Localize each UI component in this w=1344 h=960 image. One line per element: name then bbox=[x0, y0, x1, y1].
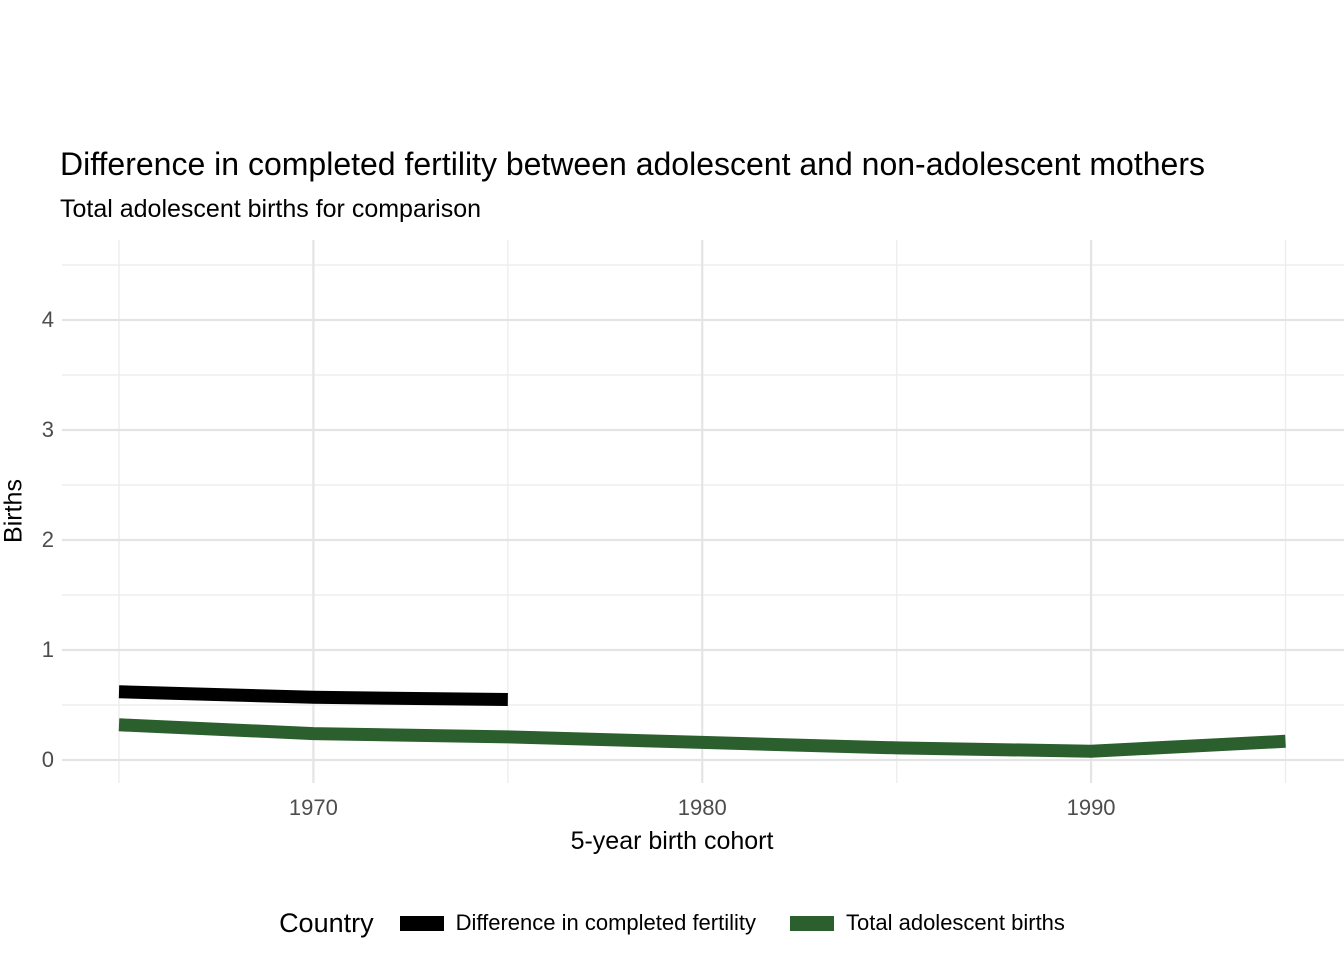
x-tick-label: 1970 bbox=[288, 795, 338, 820]
legend-title: Country bbox=[279, 907, 374, 938]
legend-item: Difference in completed fertility bbox=[399, 910, 757, 936]
legend-items: Difference in completed fertility Total a… bbox=[392, 910, 1065, 936]
legend-swatch bbox=[399, 915, 444, 931]
legend-swatch bbox=[790, 915, 835, 931]
legend-item: Total adolescent births bbox=[790, 910, 1065, 936]
y-tick-label: 3 bbox=[41, 417, 54, 442]
y-tick-label: 0 bbox=[41, 747, 54, 772]
y-tick-label: 4 bbox=[41, 307, 54, 332]
x-axis-title: 5-year birth cohort bbox=[570, 827, 774, 855]
series-line bbox=[118, 718, 1286, 758]
chart-subtitle: Total adolescent births for comparison bbox=[60, 195, 482, 223]
x-tick-label: 1980 bbox=[677, 795, 727, 820]
y-tick-label: 1 bbox=[41, 637, 54, 662]
series-line bbox=[118, 685, 508, 706]
y-axis-title: Births bbox=[0, 479, 28, 543]
legend: Country Difference in completed fertilit… bbox=[0, 903, 1344, 943]
x-tick-label: 1990 bbox=[1066, 795, 1116, 820]
legend-label: Difference in completed fertility bbox=[455, 910, 757, 935]
chart-title: Difference in completed fertility betwee… bbox=[60, 146, 1205, 182]
y-tick-label: 2 bbox=[41, 527, 54, 552]
legend-label: Total adolescent births bbox=[846, 910, 1065, 935]
